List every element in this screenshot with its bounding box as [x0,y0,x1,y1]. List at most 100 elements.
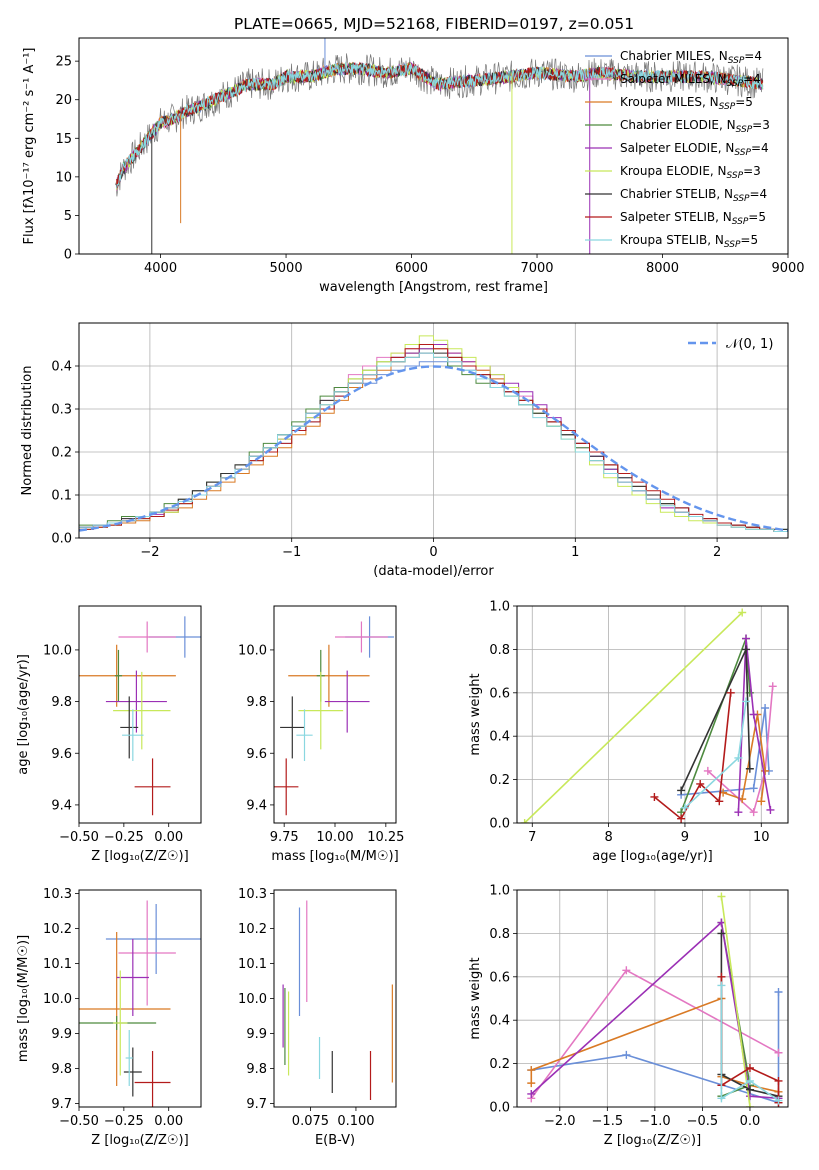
y-tick-label: 9.4 [51,798,72,813]
x-tick-label: 0.00 [154,830,183,845]
figure-title: PLATE=0665, MJD=52168, FIBERID=0197, z=0… [234,15,634,33]
legend-label-sub: SSP [736,125,753,135]
x-tick-label: 8 [604,830,612,845]
mass-weight-marker [768,682,777,691]
y-axis-label: mass [log₁₀(M/M☉)] [16,935,31,1062]
y-tick-label: 0.1 [51,489,72,504]
y-tick-label: 0.8 [489,643,510,658]
mass-weight-line [720,985,779,1102]
x-tick-label: 7 [528,830,536,845]
legend-label-tail: =5 [740,233,758,247]
mass-weight-marker [717,918,726,927]
legend-label: Kroupa MILES, NSSP=5 [620,95,753,112]
y-tick-label: 9.8 [246,695,267,710]
mass-weight-marker [745,1076,754,1085]
y-tick-label: 1.0 [489,600,510,615]
x-tick-label: −0.50 [59,830,99,845]
plot-area [282,900,393,1100]
y-tick-label: 0.0 [489,1101,510,1116]
panel-1: −2 −1 0 1 2 0.0 0.1 0.2 0.3 0.4 (data-model)/error… [20,322,789,579]
legend-label: Chabrier STELIB, NSSP=4 [620,187,767,204]
plot-area [79,335,788,532]
plot-area [79,616,201,816]
legend-label-main: Kroupa ELODIE, N [620,164,727,178]
legend-label-sub: SSP [733,194,750,204]
x-tick-label: 4000 [144,261,177,276]
y-tick-label: 15 [55,132,72,147]
mass-weight-marker [745,764,754,773]
x-tick-label: 5000 [270,261,303,276]
y-tick-label: 9.9 [51,1027,72,1042]
mass-weight-marker [749,710,758,719]
y-tick-label: 10.0 [43,643,72,658]
x-tick-label: 0 [429,545,437,560]
y-tick-label: 10.1 [43,957,72,972]
mass-weight-marker [774,1048,783,1057]
x-tick-label: 0.075 [292,1114,329,1129]
panel-2: −0.50 −0.25 0.00 9.4 9.6 9.8 10.0 Z [log₁₀(Z/Z☉… [16,605,202,864]
y-tick-label: 0 [64,248,72,263]
axes-frame [516,889,789,1108]
x-tick-label: 10.00 [316,830,353,845]
legend-label-main: Chabrier STELIB, N [620,187,733,201]
panel-4: 7 8 9 10 0.0 0.2 0.4 0.6 0.8 1.0 age [log₁₀(age/yr… [468,600,789,864]
x-axis-label: Z [log₁₀(Z/Z☉)] [604,1133,701,1148]
y-axis-label: age [log₁₀(age/yr)] [16,654,31,775]
mass-weight-marker [703,766,712,775]
y-tick-label: 10.2 [238,922,267,937]
axes-frame [78,889,202,1108]
y-tick-label: 25 [55,55,72,70]
panel-6: 0.075 0.100 9.7 9.8 9.9 10.0 10.1 10.2 10.3 E(B-V… [238,887,397,1148]
mass-weight-line [720,896,751,1107]
mass-weight-marker [774,1076,783,1085]
plot-area [527,892,783,1107]
y-tick-label: 0.8 [489,927,510,942]
mass-weight-marker [745,1085,754,1094]
legend-label-tail: =3 [743,164,761,178]
mass-weight-marker [680,803,689,812]
legend-label-sub: SSP [719,102,736,112]
y-tick-label: 0.6 [489,686,510,701]
legend-label-main: Salpeter MILES, N [620,72,727,86]
mass-weight-marker [742,645,751,654]
mass-weight-marker [520,819,529,823]
x-axis-label: Z [log₁₀(Z/Z☉)] [91,1133,188,1148]
plot-area [79,900,201,1107]
y-tick-label: 9.8 [246,1062,267,1077]
x-tick-label: 0.100 [337,1114,374,1129]
y-tick-label: 0.0 [51,532,72,547]
x-axis-label: mass [log₁₀(M/M☉)] [271,849,398,864]
legend-label-tail: =4 [743,72,761,86]
mass-weight-marker [738,608,747,617]
x-tick-label: 1 [571,545,579,560]
mass-weight-marker [717,929,726,938]
mass-weight-marker [677,786,686,795]
y-tick-label: 9.8 [51,1062,72,1077]
legend-label: Salpeter STELIB, NSSP=5 [620,210,766,227]
y-tick-label: 1.0 [489,884,510,899]
legend-label-tail: =3 [752,118,770,132]
x-tick-label: −1.0 [639,1114,671,1129]
mass-weight-marker [734,808,743,817]
x-tick-label: −0.50 [59,1114,99,1129]
mass-weight-marker [761,766,770,775]
legend-label-main: Chabrier ELODIE, N [620,118,736,132]
mass-weight-marker [677,814,686,823]
plot-area [520,608,777,823]
mass-weight-marker [696,779,705,788]
legend-label-tail: =5 [748,210,766,224]
mass-weight-marker [527,1066,536,1075]
x-tick-label: −1.5 [592,1114,624,1129]
legend-label-main: Chabrier MILES, N [620,49,728,63]
x-tick-label: −0.5 [687,1114,719,1129]
y-axis-label: mass weight [468,673,483,755]
x-axis-label: wavelength [Angstrom, rest frame] [319,280,548,295]
mass-weight-marker [717,981,726,990]
x-tick-label: 6000 [395,261,428,276]
legend-label-main: Kroupa STELIB, N [620,233,724,247]
legend-label-sub: SSP [734,148,751,158]
x-tick-label: 9 [681,830,689,845]
mass-weight-marker [761,703,770,712]
mass-weight-marker [745,1103,754,1107]
